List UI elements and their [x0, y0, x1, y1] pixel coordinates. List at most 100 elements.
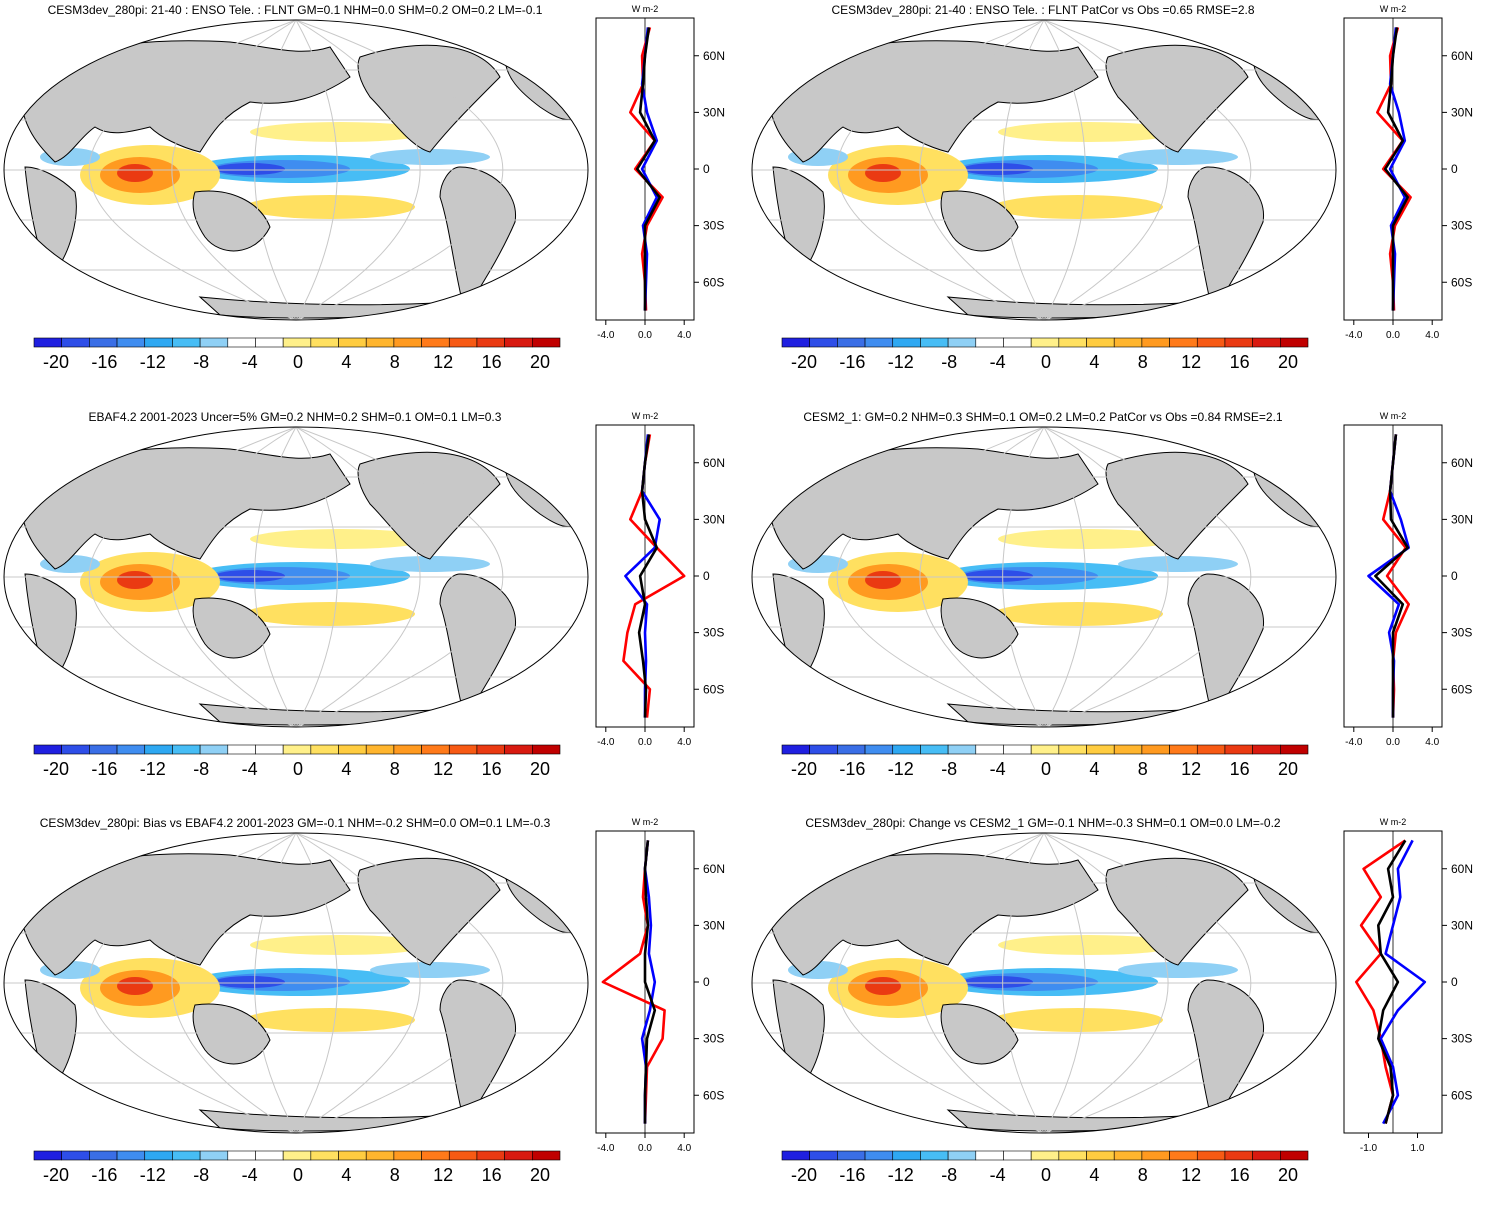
colorbar-swatch: [448, 744, 478, 755]
land-mass: [767, 447, 1099, 570]
colorbar-tick-label: -12: [140, 352, 166, 372]
colorbar-swatch: [1141, 744, 1170, 755]
colorbar-tick-label: 8: [1138, 352, 1148, 372]
colorbar-swatch: [1280, 744, 1309, 755]
profile-unit: W m-2: [1380, 4, 1407, 14]
graticule-meridian: [171, 427, 297, 727]
land-mass: [24, 573, 77, 685]
graticule-meridian: [1043, 427, 1169, 727]
x-tick-label: -4.0: [1345, 330, 1363, 341]
colorbar-tick-label: 4: [1089, 759, 1099, 779]
graticule-meridian: [88, 833, 297, 1133]
anomaly-warm-north: [250, 935, 430, 955]
colorbar-swatch: [89, 744, 118, 755]
graticule-meridian: [171, 20, 297, 320]
x-tick-label: -1.0: [1360, 1143, 1378, 1154]
colorbar-swatch: [144, 337, 173, 348]
colorbar-tick-label: 16: [482, 759, 502, 779]
colorbar-tick-label: 20: [530, 1165, 550, 1185]
colorbar-swatch: [1113, 1150, 1143, 1161]
colorbar-tick-label: -12: [140, 759, 166, 779]
land-mass: [1105, 451, 1249, 560]
colorbar: -20 -16 -12 -8 -4 0 4 8 12 16 20: [33, 1150, 561, 1185]
colorbar-tick-label: 4: [341, 759, 351, 779]
x-tick-label: 0.0: [638, 737, 652, 748]
graticule-meridian: [295, 20, 421, 320]
colorbar-swatch: [1280, 337, 1309, 348]
panel-title: CESM3dev_280pi: Change vs CESM2_1 GM=-0.…: [805, 816, 1281, 830]
profile-unit: W m-2: [1380, 411, 1407, 421]
x-tick-label: 0.0: [1386, 330, 1400, 341]
x-tick-label: 0.0: [638, 1143, 652, 1154]
colorbar-tick-label: -16: [91, 352, 117, 372]
colorbar-swatch: [892, 1150, 921, 1161]
colorbar-tick-label: 20: [530, 759, 550, 779]
graticule-meridian: [295, 427, 504, 727]
map-panel: CESM3dev_280pi: Bias vs EBAF4.2 2001-202…: [0, 813, 742, 1208]
colorbar-swatch: [504, 744, 533, 755]
world-map: [751, 832, 1337, 1134]
colorbar-tick-label: 12: [1181, 759, 1201, 779]
colorbar-tick-label: -4: [242, 759, 258, 779]
colorbar-tick-label: 4: [1089, 352, 1099, 372]
colorbar-swatch: [1280, 1150, 1309, 1161]
lat-label: 60N: [1451, 456, 1473, 470]
colorbar-swatch: [1003, 744, 1032, 755]
colorbar-swatch: [1252, 1150, 1281, 1161]
colorbar-tick-label: 20: [1278, 352, 1298, 372]
colorbar-swatch: [476, 1150, 505, 1161]
profile-line-mean: [1376, 839, 1407, 1124]
colorbar-swatch: [421, 337, 450, 348]
colorbar-tick-label: 12: [1181, 352, 1201, 372]
colorbar-swatch: [199, 744, 229, 755]
colorbar-tick-label: -12: [140, 1165, 166, 1185]
colorbar-swatch: [975, 744, 1004, 755]
lat-label: 0: [1451, 569, 1458, 583]
panel-title: CESM3dev_280pi: 21-40 : ENSO Tele. : FLN…: [831, 3, 1255, 17]
graticule-meridian: [295, 427, 338, 727]
colorbar-swatch: [1086, 1150, 1115, 1161]
colorbar-swatch: [1224, 337, 1253, 348]
land-mass: [767, 40, 1099, 163]
colorbar-swatch: [476, 744, 505, 755]
colorbar-tick-label: -16: [91, 759, 117, 779]
anomaly-cold-east: [370, 556, 490, 572]
colorbar-swatch: [975, 1150, 1004, 1161]
colorbar-swatch: [61, 337, 90, 348]
lat-label: 60S: [1451, 1088, 1472, 1102]
x-tick-label: -4.0: [597, 737, 615, 748]
colorbar-swatch: [920, 744, 949, 755]
colorbar-swatch: [1169, 1150, 1198, 1161]
anomaly-warm-north: [250, 529, 430, 549]
land-mass: [192, 597, 271, 659]
colorbar-tick-label: 8: [390, 759, 400, 779]
anomaly-warm-north: [998, 529, 1178, 549]
colorbar: -20 -16 -12 -8 -4 0 4 8 12 16 20: [33, 337, 561, 372]
world-map: [751, 426, 1337, 728]
anomaly-cold-peak: [215, 976, 285, 988]
graticule-meridian: [171, 833, 297, 1133]
land-mass: [24, 979, 77, 1091]
anomaly-warm-peak: [117, 164, 153, 182]
anomaly-cold-peak: [963, 570, 1033, 582]
graticule-meridian: [1043, 833, 1086, 1133]
colorbar-swatch: [365, 1150, 395, 1161]
colorbar-tick-label: 12: [433, 759, 453, 779]
lat-label: 0: [703, 162, 710, 176]
colorbar-swatch: [199, 1150, 229, 1161]
colorbar-swatch: [1252, 337, 1281, 348]
land-mass: [192, 190, 271, 252]
colorbar-tick-label: 16: [1230, 352, 1250, 372]
colorbar-swatch: [1003, 1150, 1032, 1161]
colorbar-swatch: [864, 744, 894, 755]
lat-label: 30N: [1451, 512, 1473, 526]
colorbar-tick-label: -8: [941, 1165, 957, 1185]
anomaly-cold-peak: [215, 570, 285, 582]
colorbar-tick-label: -12: [888, 1165, 914, 1185]
colorbar-swatch: [864, 337, 894, 348]
world-map: [751, 19, 1337, 321]
colorbar-swatch: [781, 1150, 810, 1161]
colorbar-tick-label: 16: [482, 1165, 502, 1185]
colorbar-swatch: [1113, 744, 1143, 755]
graticule-meridian: [1043, 427, 1252, 727]
